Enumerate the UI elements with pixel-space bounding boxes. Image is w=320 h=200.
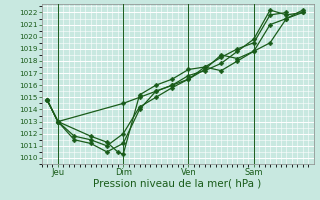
X-axis label: Pression niveau de la mer( hPa ): Pression niveau de la mer( hPa ) (93, 179, 262, 189)
